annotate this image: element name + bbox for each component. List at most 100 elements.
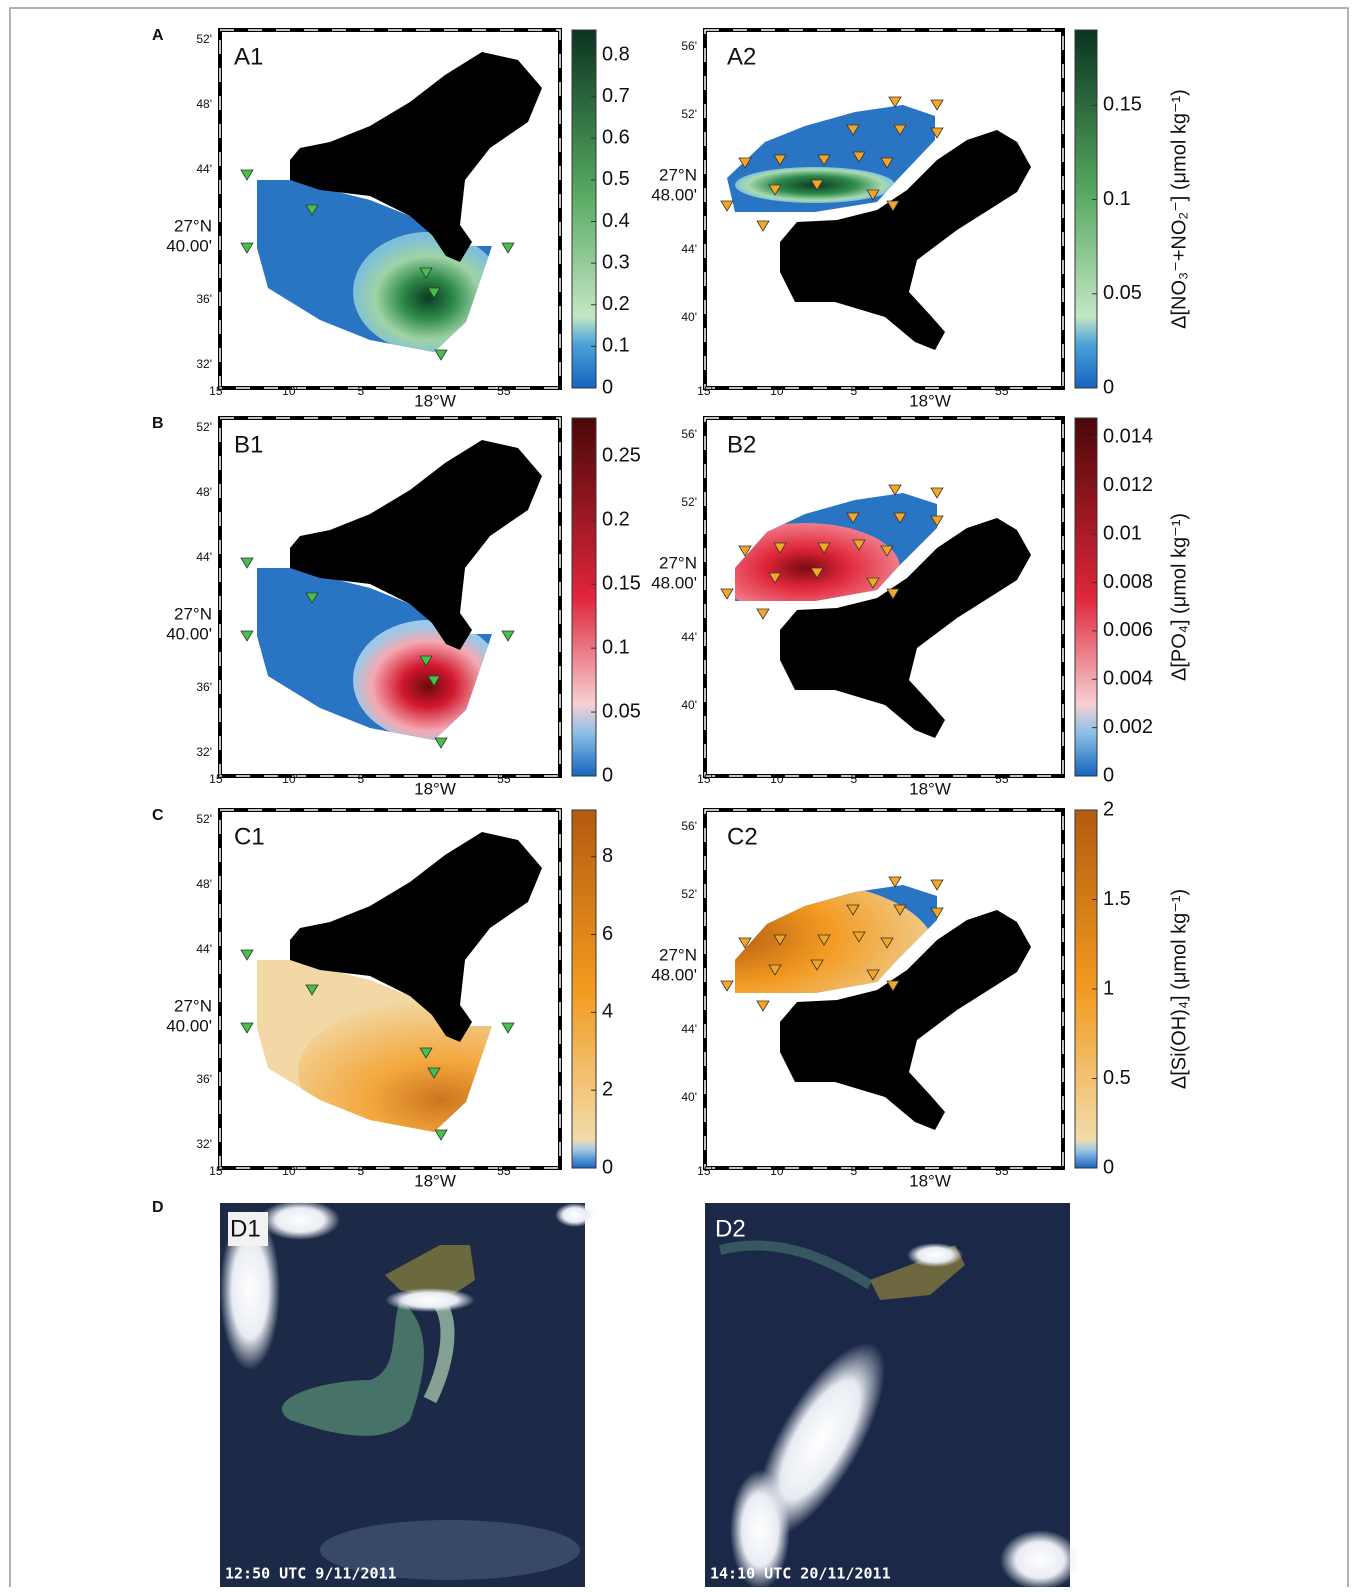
colorbar-title: Δ[PO₄] (μmol kg⁻¹): [1168, 513, 1190, 681]
y-tick-label: 52': [196, 32, 212, 46]
colorbar: [571, 417, 597, 777]
x-tick-label: 18°W: [909, 779, 951, 798]
panel-letter: D: [152, 1199, 164, 1216]
map-frame-dash: [219, 417, 561, 777]
station-marker: [893, 124, 907, 136]
y-center-label: 27°N: [659, 165, 697, 184]
colorbar-tick-label: 4: [602, 1001, 613, 1023]
station-marker: [773, 154, 787, 166]
map-frame-dash: [704, 417, 1064, 777]
y-tick-label: 36': [196, 680, 212, 694]
y-center-label: 48.00': [651, 573, 697, 592]
station-marker: [888, 876, 902, 888]
map-frame-dash: [704, 809, 1064, 1169]
station-marker: [419, 267, 433, 279]
colorbar-tick-label: 0.2: [602, 509, 630, 531]
label-box: [228, 1212, 268, 1246]
station-marker: [880, 937, 894, 949]
station-marker: [930, 99, 944, 111]
station-marker: [756, 608, 770, 620]
x-tick-label: 5': [358, 1164, 367, 1178]
y-center-label: 27°N: [174, 216, 212, 235]
station-marker: [240, 630, 254, 642]
station-marker: [240, 1022, 254, 1034]
station-marker: [930, 879, 944, 891]
y-tick-label: 44': [196, 942, 212, 956]
colorbar-tick-label: 0.004: [1103, 668, 1153, 690]
station-marker: [886, 588, 900, 600]
station-marker: [888, 484, 902, 496]
station-marker: [846, 512, 860, 524]
colorbar-tick-label: 0.6: [602, 127, 630, 149]
map-label: B1: [234, 431, 263, 458]
y-center-label: 27°N: [659, 553, 697, 572]
y-tick-label: 52': [196, 812, 212, 826]
colorbar-tick-label: 0.2: [602, 293, 630, 315]
station-marker: [501, 242, 515, 254]
x-tick-label: 15': [209, 384, 225, 398]
map-label: B2: [727, 431, 756, 458]
y-tick-label: 32': [196, 745, 212, 759]
y-tick-label: 52': [681, 495, 697, 509]
x-tick-label: 10': [282, 772, 298, 786]
station-marker: [427, 675, 441, 687]
y-tick-label: 40': [681, 310, 697, 324]
x-tick-label: 10': [770, 772, 786, 786]
map-frame-dash: [704, 29, 1064, 389]
x-tick-label: 15': [697, 772, 713, 786]
station-marker: [852, 151, 866, 163]
contour-hotspot: [353, 232, 492, 352]
island: [780, 518, 1031, 738]
y-tick-label: 36': [196, 1072, 212, 1086]
colorbar-tick-label: 0.1: [602, 335, 630, 357]
x-tick-label: 5': [851, 384, 860, 398]
island: [290, 832, 542, 1042]
y-center-label: 48.00': [651, 965, 697, 984]
station-marker: [893, 904, 907, 916]
satellite-d2: [705, 1203, 1080, 1590]
station-marker: [738, 937, 752, 949]
station-marker: [501, 1022, 515, 1034]
x-tick-label: 5': [358, 384, 367, 398]
map-frame-dash: [219, 809, 561, 1169]
station-marker: [240, 169, 254, 181]
colorbar-tick-label: 8: [602, 845, 613, 867]
y-tick-label: 56': [681, 427, 697, 441]
station-marker: [240, 949, 254, 961]
colorbar-tick-label: 1.5: [1103, 888, 1131, 910]
station-marker: [846, 124, 860, 136]
station-marker: [852, 539, 866, 551]
colorbar-tick-label: 0.1: [602, 636, 630, 658]
station-marker: [810, 179, 824, 191]
station-marker: [930, 127, 944, 139]
station-marker: [419, 655, 433, 667]
y-center-label: 40.00': [166, 624, 212, 643]
x-tick-label: 15': [209, 1164, 225, 1178]
station-marker: [817, 154, 831, 166]
colorbar-tick-label: 0: [602, 376, 613, 398]
station-marker: [852, 931, 866, 943]
station-marker: [240, 242, 254, 254]
station-marker: [930, 487, 944, 499]
station-marker: [888, 96, 902, 108]
x-tick-label: 55': [995, 1164, 1011, 1178]
station-marker: [720, 980, 734, 992]
station-marker: [427, 1067, 441, 1079]
island: [780, 910, 1031, 1130]
x-tick-label: 10': [770, 1164, 786, 1178]
y-tick-label: 44': [196, 162, 212, 176]
contour-hotspot: [298, 1002, 492, 1132]
colorbar-tick-label: 0.25: [602, 445, 641, 467]
station-marker: [886, 200, 900, 212]
x-tick-label: 5': [358, 772, 367, 786]
map-label: C1: [234, 823, 265, 850]
island: [780, 130, 1031, 350]
contour-hotspot: [353, 620, 492, 740]
y-tick-label: 36': [196, 292, 212, 306]
station-marker: [886, 980, 900, 992]
colorbar-tick-label: 0.002: [1103, 716, 1153, 738]
x-tick-label: 5': [851, 772, 860, 786]
colorbar-tick-label: 0.014: [1103, 426, 1153, 448]
y-tick-label: 48': [196, 877, 212, 891]
